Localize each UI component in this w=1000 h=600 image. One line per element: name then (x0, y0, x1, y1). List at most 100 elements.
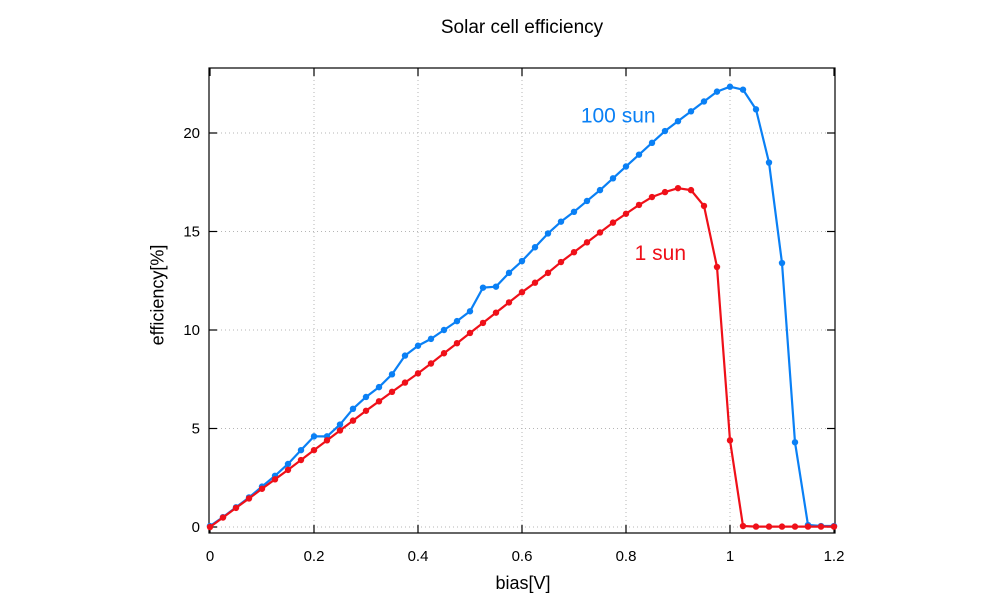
data-point-100-sun (778, 259, 786, 267)
data-point-100-sun (284, 460, 292, 468)
data-point-1-sun (362, 407, 370, 414)
data-point-100-sun (726, 83, 734, 90)
data-point-100-sun (375, 383, 383, 391)
data-point-1-sun (505, 299, 513, 306)
y-tick-label: 20 (183, 125, 200, 142)
series-annotation-1-sun: 1 sun (635, 242, 686, 265)
data-point-1-sun (635, 201, 643, 209)
data-point-100-sun (349, 405, 357, 412)
data-point-1-sun (557, 258, 565, 266)
data-point-100-sun (505, 269, 513, 277)
x-tick-label: 0 (206, 548, 214, 565)
data-point-1-sun (271, 476, 279, 483)
data-point-1-sun (297, 456, 305, 464)
data-point-1-sun (414, 370, 422, 377)
y-tick-label: 15 (183, 224, 200, 241)
data-point-1-sun (440, 350, 448, 357)
data-point-1-sun (323, 437, 331, 444)
data-point-1-sun (427, 360, 435, 367)
data-point-100-sun (453, 317, 461, 325)
data-point-100-sun (362, 393, 370, 401)
data-point-100-sun (297, 446, 305, 454)
data-point-1-sun (570, 248, 578, 256)
data-point-100-sun (531, 244, 539, 251)
data-point-100-sun (752, 106, 760, 113)
x-tick-label: 0.6 (512, 548, 533, 565)
data-point-1-sun (206, 523, 214, 531)
data-point-1-sun (401, 379, 409, 386)
data-point-100-sun (466, 308, 474, 315)
y-axis-label: efficiency[%] (147, 244, 168, 346)
data-point-1-sun (310, 446, 318, 454)
data-point-1-sun (375, 398, 383, 405)
x-axis-label: bias[V] (495, 573, 551, 593)
y-tick-label: 0 (192, 519, 200, 536)
x-tick-label: 0.8 (616, 548, 637, 565)
data-point-1-sun (830, 523, 838, 530)
data-point-1-sun (245, 495, 253, 502)
data-point-100-sun (492, 283, 500, 290)
data-point-100-sun (583, 197, 591, 205)
data-point-1-sun (492, 309, 500, 316)
data-point-1-sun (739, 522, 747, 530)
data-point-1-sun (700, 202, 708, 210)
data-point-1-sun (674, 184, 682, 192)
data-point-100-sun (765, 159, 773, 166)
data-point-1-sun (349, 417, 357, 424)
y-tick-label: 10 (183, 322, 200, 339)
data-point-1-sun (583, 239, 591, 246)
x-tick-label: 1 (726, 548, 734, 565)
data-point-100-sun (609, 175, 617, 182)
data-point-1-sun (752, 523, 760, 530)
data-point-100-sun (791, 439, 799, 446)
data-point-100-sun (635, 151, 643, 158)
data-point-100-sun (401, 352, 409, 359)
data-point-100-sun (674, 117, 682, 125)
data-point-1-sun (258, 485, 266, 492)
data-point-1-sun (791, 523, 799, 530)
data-point-100-sun (596, 186, 604, 194)
data-point-100-sun (336, 421, 344, 428)
data-point-1-sun (531, 279, 539, 286)
x-tick-label: 0.2 (304, 548, 325, 565)
data-point-1-sun (622, 210, 630, 217)
data-point-1-sun (479, 319, 487, 327)
data-point-100-sun (570, 208, 578, 215)
data-point-100-sun (661, 127, 669, 135)
data-point-1-sun (284, 466, 292, 474)
data-point-1-sun (661, 188, 669, 196)
data-point-100-sun (388, 371, 396, 378)
data-point-1-sun (648, 193, 656, 201)
x-tick-label: 1.2 (824, 548, 845, 565)
data-point-100-sun (414, 342, 422, 349)
data-point-1-sun (726, 437, 734, 444)
data-point-100-sun (427, 335, 435, 343)
data-point-100-sun (557, 218, 565, 225)
data-point-100-sun (648, 139, 656, 147)
series-annotation-100-sun: 100 sun (581, 104, 656, 127)
data-point-1-sun (778, 523, 786, 530)
data-point-100-sun (700, 98, 708, 105)
data-point-100-sun (518, 257, 526, 265)
data-point-100-sun (622, 163, 630, 170)
data-point-1-sun (544, 269, 552, 277)
data-point-1-sun (609, 219, 617, 226)
x-tick-label: 0.4 (408, 548, 429, 565)
chart-title: Solar cell efficiency (440, 17, 604, 38)
data-point-1-sun (596, 229, 604, 236)
data-point-100-sun (687, 108, 695, 115)
y-tick-label: 5 (192, 421, 200, 438)
data-point-100-sun (713, 88, 721, 95)
data-point-100-sun (479, 284, 487, 291)
data-point-1-sun (466, 329, 474, 337)
data-point-1-sun (453, 339, 461, 347)
data-point-1-sun (687, 186, 695, 194)
data-point-100-sun (739, 86, 747, 93)
data-point-1-sun (713, 263, 721, 271)
data-point-1-sun (219, 514, 227, 521)
data-point-1-sun (336, 427, 344, 434)
data-point-100-sun (440, 326, 448, 334)
data-point-1-sun (388, 388, 396, 396)
